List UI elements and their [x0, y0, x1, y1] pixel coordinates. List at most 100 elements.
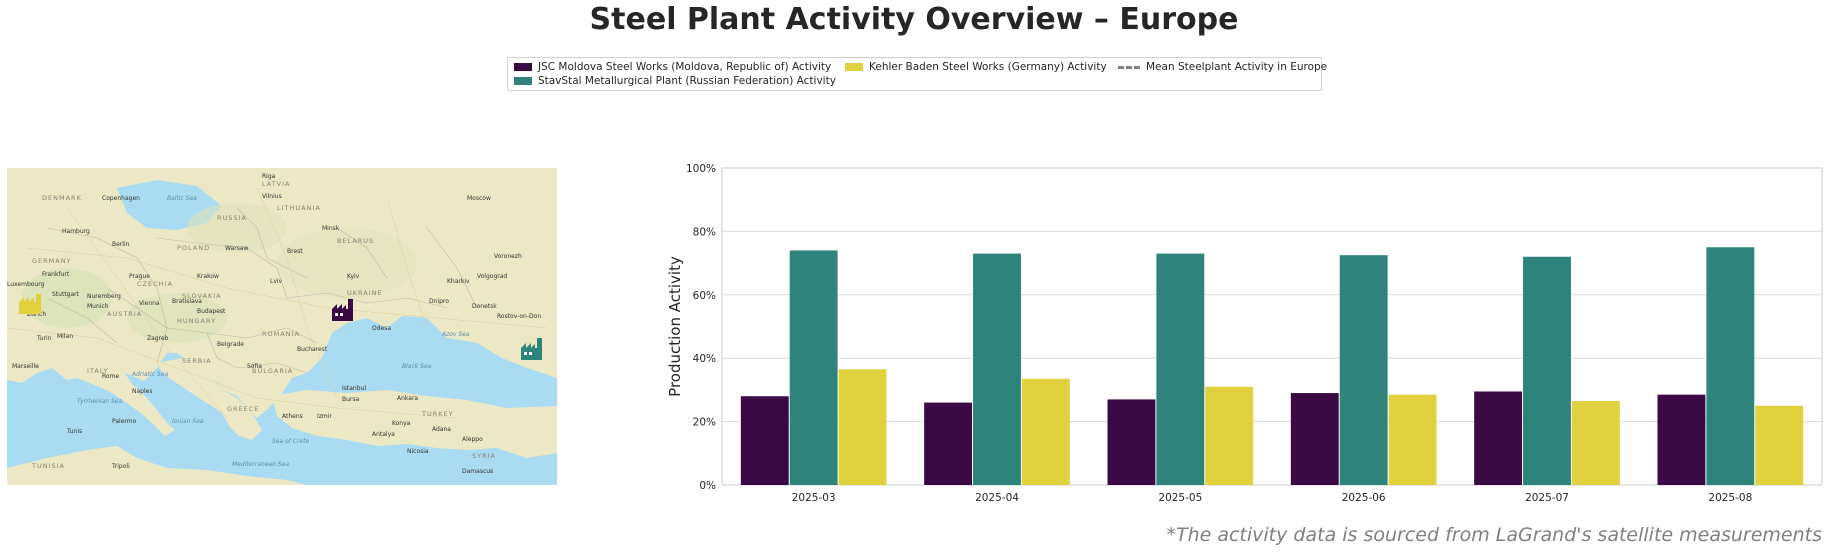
svg-text:Krakow: Krakow — [197, 273, 219, 280]
svg-text:GREECE: GREECE — [227, 405, 259, 413]
svg-text:SLOVAKIA: SLOVAKIA — [182, 292, 222, 300]
svg-text:Lviv: Lviv — [270, 278, 283, 285]
x-tick-label: 2025-07 — [1525, 492, 1569, 504]
bar-kehler-2025-07 — [1571, 400, 1620, 485]
svg-text:Istanbul: Istanbul — [342, 385, 366, 392]
map-land-italy — [102, 368, 175, 436]
bar-stavstal-2025-04 — [973, 253, 1021, 485]
map-city-labels: Vilnius Riga Copenhagen Hamburg Berlin W… — [7, 173, 541, 475]
svg-text:Konya: Konya — [392, 420, 411, 427]
marker-stavstal — [521, 338, 542, 360]
x-tick-label: 2025-03 — [792, 492, 836, 504]
svg-text:Sea of Crete: Sea of Crete — [272, 438, 309, 445]
svg-text:Donetsk: Donetsk — [472, 303, 497, 310]
svg-text:SERBIA: SERBIA — [182, 357, 212, 365]
svg-text:BELARUS: BELARUS — [337, 237, 374, 245]
map-adriatic-sea — [125, 373, 167, 410]
bar-moldova-2025-07 — [1474, 391, 1523, 485]
legend-item-moldova: JSC Moldova Steel Works (Moldova, Republ… — [514, 61, 831, 73]
svg-text:Rostov-on-Don: Rostov-on-Don — [497, 313, 541, 320]
svg-text:Minsk: Minsk — [322, 225, 340, 232]
legend-label-mean: Mean Steelplant Activity in Europe — [1146, 61, 1328, 73]
data-source-footnote: *The activity data is sourced from LaGra… — [1166, 524, 1822, 546]
svg-text:Stuttgart: Stuttgart — [52, 291, 80, 298]
legend-label-moldova: JSC Moldova Steel Works (Moldova, Republ… — [538, 61, 832, 73]
chart-legend: JSC Moldova Steel Works (Moldova, Republ… — [507, 57, 1327, 91]
y-axis-label: Production Activity — [666, 256, 684, 397]
europe-map: DENMARK LATVIA LITHUANIA RUSSIA BELARUS … — [7, 168, 557, 485]
bar-stavstal-2025-06 — [1339, 255, 1388, 485]
svg-text:Ankara: Ankara — [397, 395, 418, 402]
x-axis-ticks: 2025-03 2025-04 2025-05 2025-06 2025-07 2025-… — [792, 492, 1753, 504]
legend-dash-mean — [1118, 65, 1140, 69]
legend-label-kehler: Kehler Baden Steel Works (Germany) Activ… — [869, 61, 1107, 73]
y-tick-label: 0% — [699, 480, 716, 492]
legend-label-stavstal: StavStal Metallurgical Plant (Russian Fe… — [538, 75, 836, 87]
chart-grid — [722, 230, 1822, 423]
map-land-north — [7, 168, 557, 418]
svg-text:Azov Sea: Azov Sea — [441, 331, 470, 338]
bar-stavstal-2025-05 — [1156, 253, 1205, 485]
svg-text:Sofia: Sofia — [247, 363, 262, 370]
svg-text:RUSSIA: RUSSIA — [217, 214, 247, 222]
map-sea-labels: Baltic Sea Black Sea Azov Sea Adriatic S… — [77, 195, 470, 468]
y-tick-label: 100% — [686, 163, 716, 175]
bar-moldova-2025-04 — [924, 402, 973, 485]
production-activity-chart: 0% 20% 40% 60% 80% 100% 2025-03 2025-04 2025-05… — [640, 160, 1828, 509]
svg-text:Brest: Brest — [287, 248, 303, 255]
svg-text:Volgograd: Volgograd — [477, 273, 507, 280]
svg-text:ROMANIA: ROMANIA — [262, 330, 300, 338]
factory-icon — [521, 338, 542, 360]
svg-text:Milan: Milan — [57, 333, 73, 340]
bar-kehler-2025-04 — [1021, 378, 1070, 485]
svg-text:Athens: Athens — [282, 413, 303, 420]
svg-text:Zurich: Zurich — [27, 311, 46, 318]
svg-text:CZECHIA: CZECHIA — [137, 280, 173, 288]
svg-text:Adana: Adana — [432, 426, 451, 433]
svg-text:Mediterranean Sea: Mediterranean Sea — [232, 461, 289, 468]
svg-text:Bucharest: Bucharest — [297, 346, 328, 353]
svg-text:Izmir: Izmir — [317, 413, 332, 420]
legend-item-mean: Mean Steelplant Activity in Europe — [1118, 61, 1327, 73]
svg-text:LITHUANIA: LITHUANIA — [277, 204, 321, 212]
svg-text:Damascus: Damascus — [462, 468, 493, 475]
svg-text:AUSTRIA: AUSTRIA — [107, 310, 142, 318]
bar-kehler-2025-05 — [1205, 386, 1254, 485]
svg-text:Kharkiv: Kharkiv — [447, 278, 470, 285]
bar-moldova-2025-06 — [1290, 393, 1339, 485]
x-tick-label: 2025-08 — [1708, 492, 1752, 504]
svg-text:Prague: Prague — [129, 273, 150, 280]
svg-text:Dnipro: Dnipro — [429, 298, 449, 305]
x-tick-label: 2025-04 — [975, 492, 1019, 504]
svg-text:Baltic Sea: Baltic Sea — [167, 195, 197, 202]
plot-area — [721, 167, 1823, 486]
svg-text:Munich: Munich — [87, 303, 109, 310]
bar-moldova-2025-08 — [1657, 394, 1706, 485]
y-tick-label: 60% — [693, 290, 716, 302]
bar-kehler-2025-06 — [1388, 394, 1437, 485]
svg-text:Warsaw: Warsaw — [225, 245, 248, 252]
legend-item-kehler: Kehler Baden Steel Works (Germany) Activ… — [845, 61, 1107, 73]
svg-text:Marseille: Marseille — [12, 363, 39, 370]
map-black-sea — [319, 340, 437, 390]
svg-text:BULGARIA: BULGARIA — [252, 367, 293, 375]
svg-text:ITALY: ITALY — [87, 367, 109, 375]
svg-text:Bratislava: Bratislava — [172, 298, 202, 305]
legend-swatch-moldova — [514, 63, 532, 71]
y-tick-label: 20% — [693, 417, 716, 429]
factory-icon — [332, 299, 353, 321]
x-tick-label: 2025-05 — [1158, 492, 1202, 504]
marker-kehler-baden — [19, 294, 41, 314]
y-tick-label: 80% — [693, 226, 716, 238]
marker-moldova-steel — [332, 299, 353, 321]
bar-stavstal-2025-03 — [789, 250, 838, 485]
svg-text:DENMARK: DENMARK — [42, 194, 82, 202]
chart-bars — [740, 247, 1804, 485]
svg-text:POLAND: POLAND — [177, 244, 210, 252]
svg-text:Naples: Naples — [132, 388, 152, 395]
bar-kehler-2025-03 — [838, 369, 887, 485]
legend-item-stavstal: StavStal Metallurgical Plant (Russian Fe… — [514, 75, 836, 87]
svg-text:Rome: Rome — [102, 373, 119, 380]
svg-text:GERMANY: GERMANY — [32, 257, 72, 265]
y-axis-ticks: 0% 20% 40% 60% 80% 100% — [686, 163, 716, 492]
